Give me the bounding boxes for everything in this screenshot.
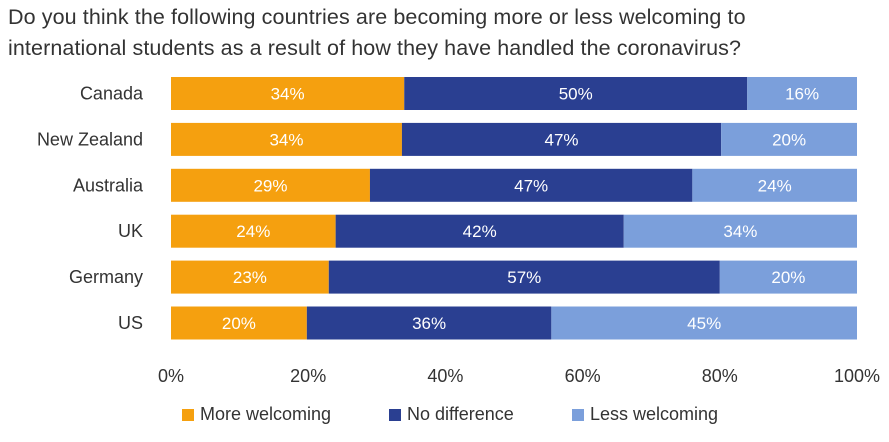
category-label-uk: UK: [118, 221, 143, 241]
data-label-canada-less-welcoming: 16%: [785, 85, 819, 104]
bar-canada-less-welcoming: [747, 77, 857, 110]
bar-new-zealand-less-welcoming: [721, 122, 857, 156]
bar-us-more-welcoming: [171, 306, 307, 340]
bar-uk-no-difference: [335, 214, 624, 248]
x-tick-label-20: 20%: [290, 366, 326, 386]
category-label-us: US: [118, 313, 143, 333]
legend-item-less-welcoming: Less welcoming: [572, 404, 718, 425]
bar-germany-less-welcoming: [719, 260, 857, 294]
bar-germany-no-difference: [328, 260, 720, 294]
bar-us-no-difference: [306, 306, 552, 340]
category-label-canada: Canada: [80, 84, 144, 104]
data-label-germany-more-welcoming: 23%: [233, 268, 267, 287]
bar-canada-more-welcoming: [171, 77, 405, 110]
x-tick-label-60: 60%: [565, 366, 601, 386]
bar-new-zealand-no-difference: [401, 122, 722, 156]
chart-title-line-1: Do you think the following countries are…: [8, 5, 746, 29]
data-label-australia-more-welcoming: 29%: [253, 176, 287, 195]
legend-swatch-less-welcoming: [572, 408, 584, 421]
legend-label-more-welcoming: More welcoming: [200, 404, 332, 424]
bar-australia-no-difference: [369, 168, 693, 202]
x-tick-label-80: 80%: [702, 366, 738, 386]
legend-label-less-welcoming: Less welcoming: [590, 404, 719, 424]
category-label-new-zealand: New Zealand: [37, 129, 143, 149]
bar-new-zealand-more-welcoming: [171, 122, 402, 156]
data-label-australia-no-difference: 47%: [514, 176, 548, 195]
x-tick-label-0: 0%: [158, 366, 184, 386]
data-label-canada-no-difference: 50%: [559, 85, 593, 104]
stacked-bar-chart: Canada 34% 50% 16% New Zealand 34% 47% 20% Austr…: [37, 77, 880, 386]
bar-uk-more-welcoming: [171, 214, 336, 248]
x-tick-label-40: 40%: [427, 366, 463, 386]
legend-item-no-difference: No difference: [389, 404, 514, 425]
bar-germany-more-welcoming: [171, 260, 329, 294]
data-label-uk-less-welcoming: 34%: [723, 222, 757, 241]
legend-item-more-welcoming: More welcoming: [182, 404, 331, 425]
data-label-germany-no-difference: 57%: [507, 268, 541, 287]
data-label-canada-more-welcoming: 34%: [271, 85, 305, 104]
bar-us-less-welcoming: [551, 306, 857, 340]
bar-canada-no-difference: [404, 77, 748, 110]
data-label-new-zealand-more-welcoming: 34%: [269, 130, 303, 149]
legend-label-no-difference: No difference: [407, 404, 514, 424]
data-label-us-less-welcoming: 45%: [687, 314, 721, 333]
bar-uk-less-welcoming: [623, 214, 857, 248]
data-label-new-zealand-less-welcoming: 20%: [772, 130, 806, 149]
data-label-germany-less-welcoming: 20%: [771, 268, 805, 287]
chart-title: Do you think the following countries are…: [8, 2, 883, 64]
legend-swatch-more-welcoming: [182, 408, 194, 421]
data-label-uk-more-welcoming: 24%: [236, 222, 270, 241]
bar-australia-less-welcoming: [692, 168, 857, 202]
chart-title-line-2: international students as a result of ho…: [8, 36, 742, 60]
data-label-us-no-difference: 36%: [412, 314, 446, 333]
x-tick-label-100: 100%: [834, 366, 880, 386]
legend-swatch-no-difference: [389, 408, 401, 421]
bar-australia-more-welcoming: [171, 168, 370, 202]
data-label-uk-no-difference: 42%: [463, 222, 497, 241]
data-label-australia-less-welcoming: 24%: [758, 176, 792, 195]
data-label-new-zealand-no-difference: 47%: [545, 130, 579, 149]
chart-legend: More welcoming No difference Less welcom…: [0, 404, 889, 432]
category-label-australia: Australia: [73, 175, 144, 195]
category-label-germany: Germany: [69, 267, 143, 287]
data-label-us-more-welcoming: 20%: [222, 314, 256, 333]
